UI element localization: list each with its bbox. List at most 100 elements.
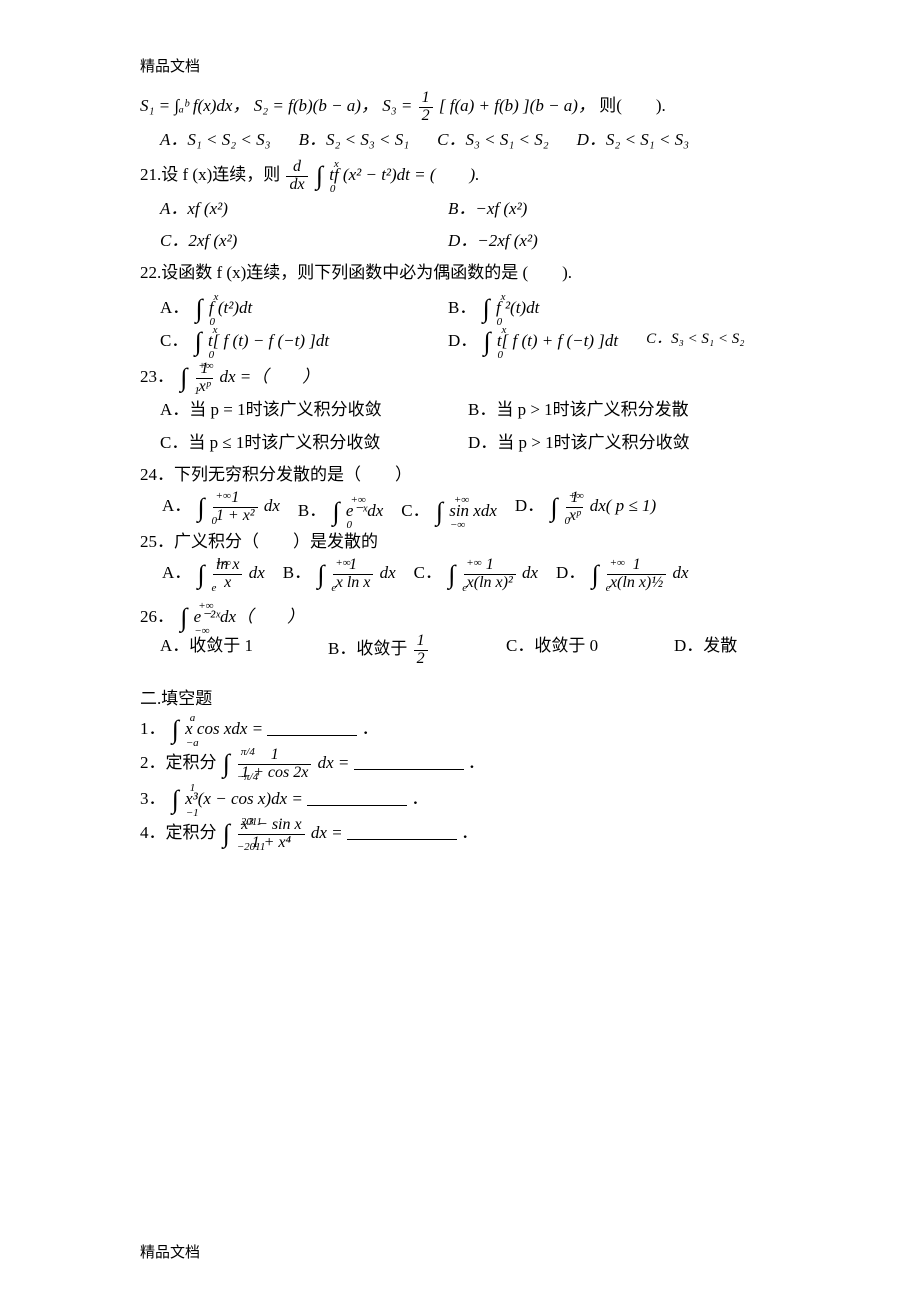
q23-tail: dx =（ ）	[220, 367, 320, 386]
q26-d: D．发散	[674, 633, 737, 668]
s2q4-tail: dx =	[311, 823, 347, 842]
q24-b-lo: 0	[347, 520, 353, 531]
q22-a-hi: x	[214, 292, 219, 303]
s2q1-lo: −a	[186, 738, 199, 749]
s2q2-label: 2．定积分	[140, 753, 217, 772]
q-stem-opts: A．S₁ < S₂ < S₃ B．S₂ < S₃ < S₁ C．S₃ < S₁ …	[160, 127, 780, 153]
opt-b: B．S₂ < S₃ < S₁	[299, 127, 410, 153]
q26-int: ∫ −∞ +∞	[180, 605, 187, 631]
q23-opts2: C．当 p ≤ 1时该广义积分收敛 D．当 p > 1时该广义积分收敛	[160, 430, 780, 456]
q23-d: D．当 p > 1时该广义积分收敛	[468, 430, 690, 456]
q24-d-tail: dx( p ≤ 1)	[590, 497, 656, 516]
q25-b-label: B．	[283, 564, 311, 583]
s2q3-label: 3．	[140, 789, 166, 808]
content: S₁ = ∫ₐᵇ f(x)dx， S₂ = f(b)(b − a)， S₃ = …	[140, 90, 780, 851]
s2q3-tail: ．	[411, 789, 428, 808]
q23: 23． ∫ 1 +∞ 1 xᵖ dx =（ ）	[140, 361, 780, 396]
q22-d: D． ∫ 0 x t[ f (t) + f (−t) ]dt	[448, 328, 618, 355]
q21-c: C．2xf (x²)	[160, 228, 420, 254]
q26-b-prefix: B．收敛于	[328, 639, 412, 658]
s2q3-int: ∫ −1 1	[172, 787, 179, 813]
q25-c-den: x(ln x)²	[464, 575, 516, 592]
q25-b-int: ∫ e +∞	[317, 562, 324, 588]
s2q2-lo: −π/4	[237, 772, 259, 783]
s2q4-label: 4．定积分	[140, 823, 217, 842]
q22-c: C． ∫ 0 x t[ f (t) − f (−t) ]dt	[160, 328, 420, 355]
q22-c-body: t[ f (t) − f (−t) ]dt	[208, 331, 329, 350]
s2q2-blank[interactable]	[354, 769, 464, 770]
q22-a: A． ∫ 0 x f (t²)dt	[160, 295, 420, 322]
s3-prefix: S₃ =	[382, 96, 416, 115]
q24-c-int: ∫ −∞ +∞	[436, 499, 443, 525]
s2q1-hi: a	[190, 713, 196, 724]
q25-a-lo: e	[212, 583, 217, 594]
q22-row2: C． ∫ 0 x t[ f (t) − f (−t) ]dt D． ∫ 0 x …	[160, 328, 780, 355]
s2q3-body: x³(x − cos x)dx =	[185, 789, 307, 808]
q26: 26． ∫ −∞ +∞ e⁻²ˣdx（ ）	[140, 604, 780, 631]
s2q3-lo: −1	[186, 808, 199, 819]
s2-q1: 1． ∫ −a a x cos xdx = ．	[140, 716, 780, 743]
s2q1-blank[interactable]	[267, 735, 357, 736]
q22-d-hi: x	[502, 325, 507, 336]
q24-c-label: C．	[401, 501, 429, 520]
q25-d-hi: +∞	[610, 558, 625, 569]
s2q1-label: 1．	[140, 719, 166, 738]
q24-c: C． ∫ −∞ +∞ sin xdx	[401, 498, 497, 525]
q21-opts: A．xf (x²) B．−xf (x²)	[160, 196, 780, 222]
q25-c-tail: dx	[522, 564, 538, 583]
q24-c-hi: +∞	[454, 495, 469, 506]
q23-lo: 1	[194, 386, 200, 397]
q25-c-int: ∫ e +∞	[448, 562, 455, 588]
q26-opts: A．收敛于 1 B．收敛于 1 2 C．收敛于 0 D．发散	[160, 633, 780, 668]
opt-a: A．S₁ < S₂ < S₃	[160, 127, 271, 153]
q24-d: D． ∫ 0 +∞ 1 xᵖ dx( p ≤ 1)	[515, 490, 656, 525]
q25-d: D． ∫ e +∞ 1 x(ln x)½ dx	[556, 557, 689, 592]
q26-b-frac: 1 2	[414, 633, 428, 668]
q21-int: ∫ 0 x	[316, 163, 323, 189]
q21-b: B．−xf (x²)	[448, 196, 527, 222]
q21-opts2: C．2xf (x²) D．−2xf (x²)	[160, 228, 780, 254]
q24: 24．下列无穷积分发散的是（ ）	[140, 462, 780, 488]
s2q1-tail: ．	[362, 719, 379, 738]
q23-int: ∫ 1 +∞	[180, 365, 187, 391]
q21-deriv-num: d	[286, 159, 307, 177]
q23-c: C．当 p ≤ 1时该广义积分收敛	[160, 430, 440, 456]
q22-c-hi: x	[213, 325, 218, 336]
s2q1-int: ∫ −a a	[172, 717, 179, 743]
footer-label: 精品文档	[140, 1241, 200, 1262]
q24-b: B． ∫ 0 +∞ e⁻ˣdx	[298, 498, 383, 525]
q21-int-low: 0	[330, 184, 336, 195]
s2-q2: 2．定积分 ∫ −π/4 π/4 1 1 + cos 2x dx = ．	[140, 747, 780, 782]
q21-d: D．−2xf (x²)	[448, 228, 538, 254]
q24-a-lo: 0	[212, 516, 218, 527]
s2q4-lo: −2011	[237, 842, 266, 853]
s-tail: 则( ).	[599, 96, 666, 115]
section2-title: 二.填空题	[140, 686, 780, 712]
q24-a-int: ∫ 0 +∞	[198, 495, 205, 521]
s2q3-blank[interactable]	[307, 805, 407, 806]
q22-b-hi: x	[501, 292, 506, 303]
q25-a: A． ∫ e +∞ ln x x dx	[162, 557, 265, 592]
q25-label: 25．广义积分（ ）是发散的	[140, 529, 780, 555]
q22-stray: C．S₃ < S₁ < S₂	[646, 328, 744, 355]
q24-a-label: A．	[162, 497, 191, 516]
q25-a-den: x	[213, 575, 243, 592]
q22-b-int: ∫ 0 x	[483, 296, 490, 322]
s2q4-blank[interactable]	[347, 839, 457, 840]
q25-opts: A． ∫ e +∞ ln x x dx B． ∫ e +∞ 1	[162, 557, 780, 592]
q25-b: B． ∫ e +∞ 1 x ln x dx	[283, 557, 396, 592]
q22-d-body: t[ f (t) + f (−t) ]dt	[497, 331, 618, 350]
q25-a-int: ∫ e +∞	[198, 562, 205, 588]
q25-d-int: ∫ e +∞	[592, 562, 599, 588]
q23-a: A．当 p = 1时该广义积分收敛	[160, 397, 440, 423]
s2q4-hi: 2011	[241, 817, 262, 828]
q21-int-hi: x	[334, 159, 339, 170]
q24-a-den: 1 + x²	[213, 508, 258, 525]
s2q1-body: x cos xdx =	[185, 719, 267, 738]
s2-expr: S₂ = f(b)(b − a)，	[254, 96, 378, 115]
s2q2-int: ∫ −π/4 π/4	[223, 751, 230, 777]
q25-a-hi: +∞	[216, 558, 231, 569]
q22-stem: 22.设函数 f (x)连续，则下列函数中必为偶函数的是 ( ).	[140, 260, 780, 286]
q25-d-tail: dx	[673, 564, 689, 583]
q24-d-hi: +∞	[568, 491, 583, 502]
